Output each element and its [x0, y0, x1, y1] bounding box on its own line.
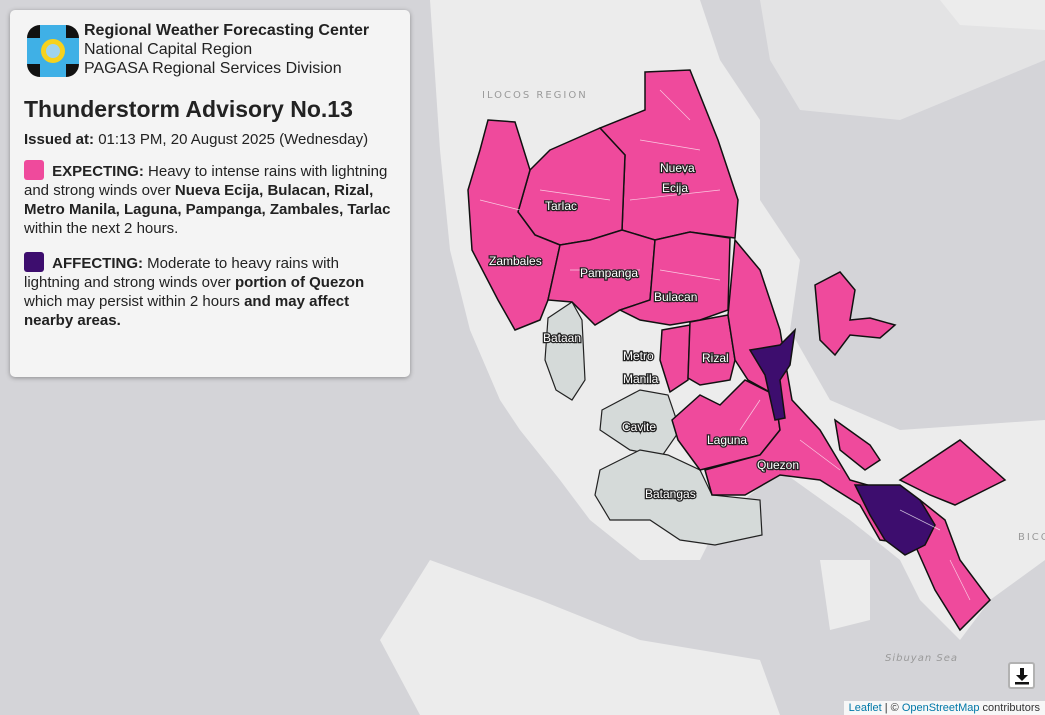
label-bicol: BICO: [1018, 532, 1045, 543]
attribution-contributors: contributors: [979, 702, 1040, 714]
province-bataan: [544, 301, 586, 401]
advisory-panel: Regional Weather Forecasting Center Nati…: [10, 10, 410, 377]
label-quezon: Quezon: [757, 458, 799, 472]
province-metro-manila: [659, 324, 691, 394]
label-laguna: Laguna: [707, 433, 747, 447]
issued-value: 01:13 PM, 20 August 2025 (Wednesday): [98, 131, 369, 148]
osm-link[interactable]: OpenStreetMap: [901, 702, 980, 714]
affecting-areas: portion of Quezon: [234, 274, 365, 291]
affecting-areas: [748, 327, 936, 556]
label-nueva-ecija-1: Nueva: [660, 161, 695, 175]
label-rizal: Rizal: [702, 351, 729, 365]
leaflet-link[interactable]: Leaflet: [848, 702, 882, 714]
download-button[interactable]: [1008, 662, 1035, 689]
label-metro-manila-1: Metro: [623, 349, 654, 363]
affecting-quezon-north: [748, 327, 797, 421]
region-name: National Capital Region: [84, 41, 253, 58]
affecting-paragraph: AFFECTING: Moderate to heavy rains with …: [24, 252, 396, 330]
download-icon: [1014, 667, 1029, 684]
org-name: Regional Weather Forecasting Center: [84, 22, 370, 39]
label-tarlac: Tarlac: [545, 199, 577, 213]
label-pampanga: Pampanga: [580, 266, 638, 280]
expecting-label: EXPECTING:: [52, 163, 144, 180]
municipal-boundaries: [479, 89, 971, 601]
label-batangas: Batangas: [645, 487, 696, 501]
affecting-quezon-south: [853, 484, 936, 556]
affecting-label: AFFECTING:: [52, 255, 143, 272]
expecting-paragraph: EXPECTING: Heavy to intense rains with l…: [24, 160, 396, 238]
label-sibuyan-sea: Sibuyan Sea: [885, 653, 958, 664]
label-bataan: Bataan: [543, 331, 581, 345]
label-zambales: Zambales: [489, 254, 542, 268]
expecting-swatch: [24, 160, 44, 180]
pagasa-logo: [27, 25, 79, 77]
province-zambales: [467, 119, 561, 331]
affecting-swatch: [24, 252, 44, 272]
province-rizal: [687, 314, 736, 386]
label-nueva-ecija-2: Ecija: [662, 181, 688, 195]
label-cavite: Cavite: [622, 420, 656, 434]
province-bulacan: [618, 231, 731, 326]
advisory-title: Thunderstorm Advisory No.13: [24, 96, 353, 122]
affecting-nearby: and may affect nearby areas.: [24, 293, 350, 329]
label-ilocos-region: ILOCOS REGION: [482, 90, 588, 101]
division-name: PAGASA Regional Services Division: [84, 60, 342, 77]
province-quezon-bondoc: [898, 439, 1007, 506]
province-cavite: [599, 389, 681, 457]
attribution-separator: | ©: [881, 702, 902, 714]
label-metro-manila-2: Manila: [623, 372, 659, 386]
issued-label: Issued at:: [24, 131, 95, 148]
expecting-areas: Nueva Ecija, Bulacan, Rizal, Metro Manil…: [24, 182, 391, 218]
label-bulacan: Bulacan: [654, 290, 697, 304]
map-attribution: Leaflet | © OpenStreetMap contributors: [843, 701, 1045, 715]
province-quezon-polillo: [814, 271, 897, 357]
province-batangas: [594, 449, 763, 546]
expecting-text: Heavy to intense rains with lightning an…: [24, 163, 388, 199]
unaffected-provinces: [544, 301, 763, 546]
expecting-duration: within the next 2 hours.: [24, 220, 179, 237]
affecting-duration: which may persist within 2 hours: [24, 293, 240, 310]
affecting-text: Moderate to heavy rains with lightning a…: [24, 255, 339, 291]
